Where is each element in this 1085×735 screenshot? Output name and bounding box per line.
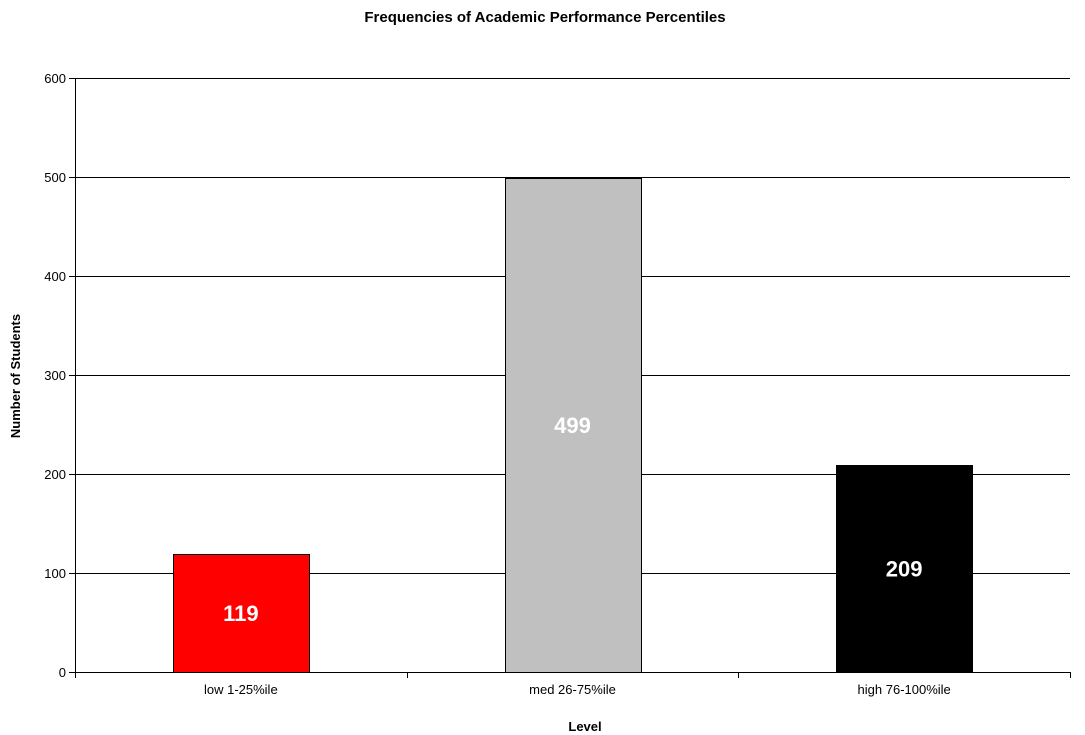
y-tick-label: 400 bbox=[44, 269, 66, 284]
bar-value-label: 499 bbox=[554, 413, 591, 438]
y-tick-label: 500 bbox=[44, 170, 66, 185]
bar bbox=[836, 465, 973, 673]
x-tick-label: high 76-100%ile bbox=[858, 682, 951, 697]
bar-value-label: 209 bbox=[886, 557, 923, 582]
x-tick-label: med 26-75%ile bbox=[529, 682, 616, 697]
bar-value-label: 119 bbox=[223, 601, 259, 626]
y-tick-label: 0 bbox=[59, 665, 66, 680]
y-tick-label: 600 bbox=[44, 71, 66, 86]
bars bbox=[173, 178, 973, 673]
y-tick-label: 200 bbox=[44, 467, 66, 482]
axes bbox=[69, 78, 1071, 678]
x-axis-title: Level bbox=[568, 719, 601, 734]
y-axis-title: Number of Students bbox=[8, 314, 23, 438]
x-tick-labels: low 1-25%ile med 26-75%ile high 76-100%ile bbox=[204, 682, 951, 697]
bar bbox=[505, 178, 642, 673]
data-labels: 119 499 209 bbox=[223, 413, 922, 626]
chart-title: Frequencies of Academic Performance Perc… bbox=[364, 9, 725, 26]
y-tick-label: 100 bbox=[44, 566, 66, 581]
y-tick-labels: 0 100 200 300 400 500 600 bbox=[44, 71, 66, 680]
y-tick-label: 300 bbox=[44, 368, 66, 383]
x-tick-label: low 1-25%ile bbox=[204, 682, 278, 697]
